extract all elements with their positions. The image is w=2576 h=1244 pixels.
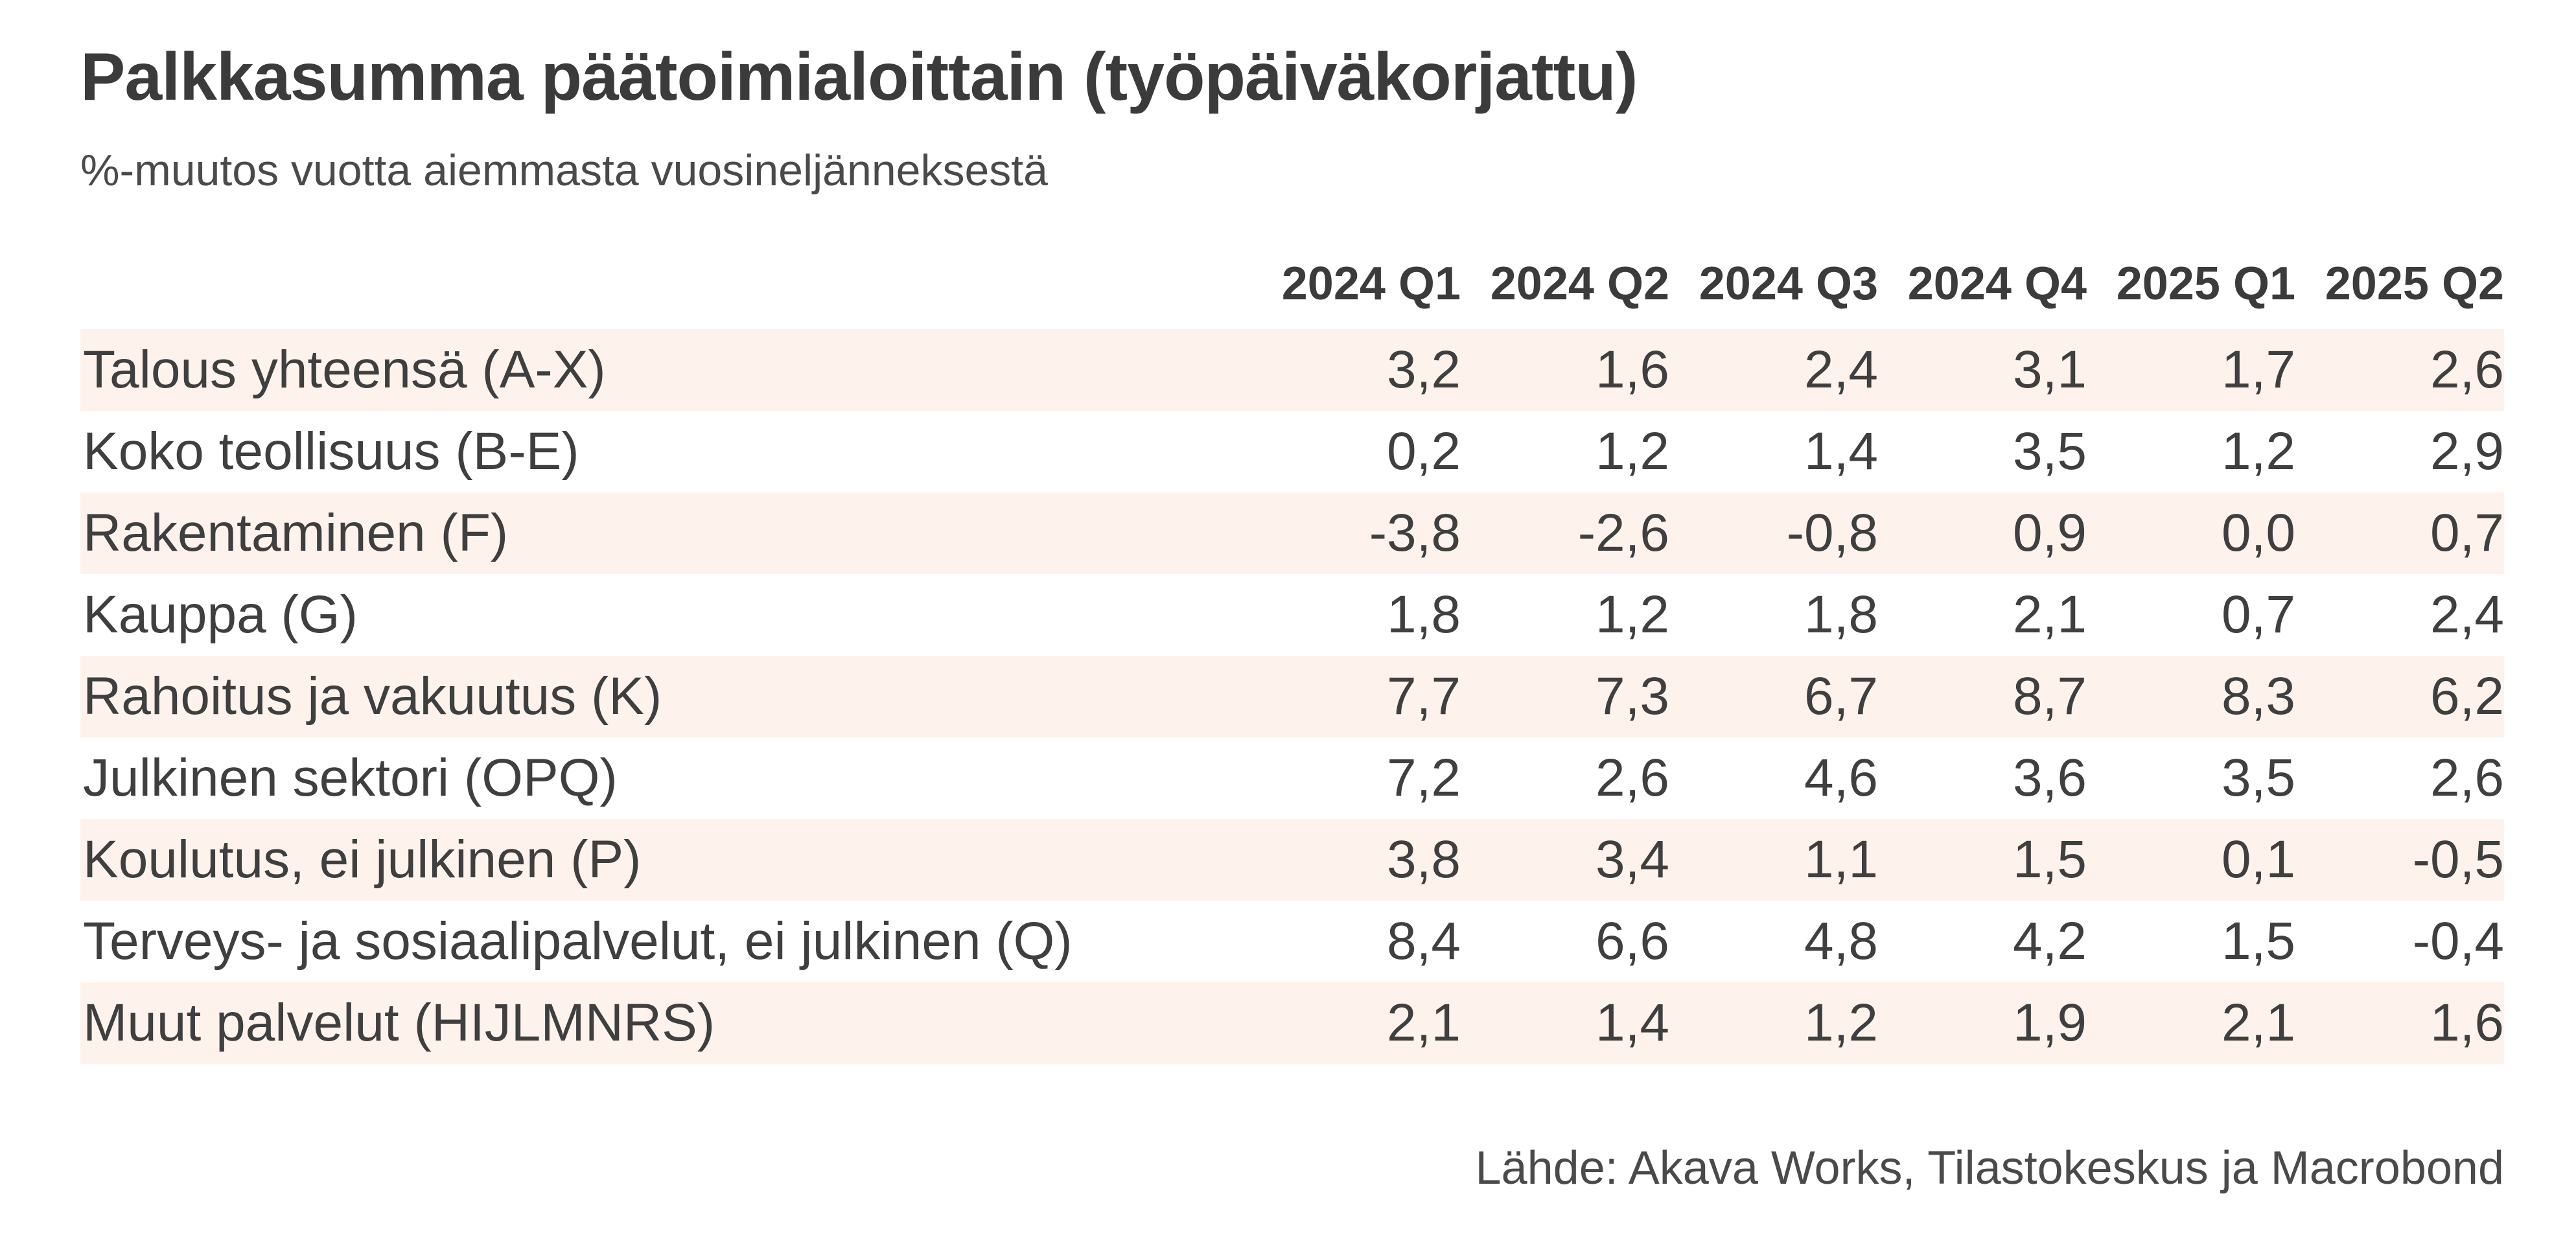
table-cell: 2,6 <box>2430 748 2504 807</box>
table-cell: 4,2 <box>2013 912 2087 971</box>
column-header: 2024 Q1 <box>1281 258 1461 310</box>
data-table: 2024 Q1 2024 Q2 2024 Q3 2024 Q4 2025 Q1 … <box>80 238 2504 1064</box>
source-note: Lähde: Akava Works, Tilastokeskus ja Mac… <box>1475 1142 2504 1194</box>
table-cell: 7,3 <box>1461 656 1669 737</box>
table-cell: 3,6 <box>2013 748 2087 807</box>
table-cell: 7,2 <box>1387 748 1461 807</box>
table-cell: 0,0 <box>2087 492 2295 574</box>
table-row: Talous yhteensä (A-X) 3,2 1,6 2,4 3,1 1,… <box>80 329 2504 411</box>
table-cell: 0,2 <box>1387 422 1461 481</box>
table-cell: 2,1 <box>2013 585 2087 644</box>
row-label: Muut palvelut (HIJLMNRS) <box>80 982 1182 1064</box>
table-cell: 0,1 <box>2087 819 2295 901</box>
table-cell: 1,2 <box>1595 422 1669 481</box>
chart-page: Palkkasumma päätoimialoittain (työpäiväk… <box>80 0 2504 1244</box>
table-row: Rahoitus ja vakuutus (K) 7,7 7,3 6,7 8,7… <box>80 656 2504 737</box>
table-cell: 2,1 <box>2087 982 2295 1064</box>
table-cell: 1,4 <box>1804 422 1878 481</box>
chart-subtitle: %-muutos vuotta aiemmasta vuosineljännek… <box>80 146 1048 195</box>
table-cell: 2,6 <box>1595 748 1669 807</box>
column-header: 2025 Q2 <box>2325 258 2504 310</box>
table-cell: 8,7 <box>1878 656 2087 737</box>
table-cell: -0,5 <box>2295 819 2504 901</box>
table-cell: 2,6 <box>2295 329 2504 411</box>
column-header: 2024 Q3 <box>1699 258 1878 310</box>
table-cell: 1,1 <box>1669 819 1878 901</box>
table-cell: 0,7 <box>2222 585 2295 644</box>
table-cell: 2,1 <box>1182 982 1461 1064</box>
column-header: 2025 Q1 <box>2116 258 2295 310</box>
table-cell: 1,2 <box>1669 982 1878 1064</box>
table-cell: 4,6 <box>1804 748 1878 807</box>
header-row: 2024 Q1 2024 Q2 2024 Q3 2024 Q4 2025 Q1 … <box>80 238 2504 329</box>
table-cell: 0,7 <box>2295 492 2504 574</box>
table-cell: 7,7 <box>1182 656 1461 737</box>
table-cell: 8,4 <box>1387 912 1461 971</box>
table-cell: 4,8 <box>1804 912 1878 971</box>
table-cell: 1,7 <box>2087 329 2295 411</box>
table-cell: 3,4 <box>1461 819 1669 901</box>
table-cell: 0,9 <box>1878 492 2087 574</box>
table-cell: 1,9 <box>1878 982 2087 1064</box>
table-cell: 1,4 <box>1461 982 1669 1064</box>
table-cell: 1,8 <box>1804 585 1878 644</box>
table-cell: 3,5 <box>2222 748 2295 807</box>
table-cell: 6,7 <box>1669 656 1878 737</box>
table-cell: -0,4 <box>2412 912 2504 971</box>
row-label: Talous yhteensä (A-X) <box>80 329 1182 411</box>
table-row: Rakentaminen (F) -3,8 -2,6 -0,8 0,9 0,0 … <box>80 492 2504 574</box>
table-cell: -0,8 <box>1669 492 1878 574</box>
column-header: 2024 Q4 <box>1907 258 2087 310</box>
table-cell: 8,3 <box>2087 656 2295 737</box>
table-cell: 1,6 <box>1461 329 1669 411</box>
row-label: Rahoitus ja vakuutus (K) <box>80 656 1182 737</box>
chart-title: Palkkasumma päätoimialoittain (työpäiväk… <box>80 40 1638 115</box>
table-cell: 1,5 <box>1878 819 2087 901</box>
table-cell: 1,2 <box>2222 422 2295 481</box>
table-cell: -3,8 <box>1182 492 1461 574</box>
table-cell: 1,6 <box>2295 982 2504 1064</box>
table-cell: 2,4 <box>1669 329 1878 411</box>
row-label: Rakentaminen (F) <box>80 492 1182 574</box>
column-header: 2024 Q2 <box>1490 258 1669 310</box>
row-label: Kauppa (G) <box>83 585 358 644</box>
table-row: Terveys- ja sosiaalipalvelut, ei julkine… <box>80 901 2504 982</box>
row-label: Julkinen sektori (OPQ) <box>83 748 618 807</box>
row-label-header <box>80 238 1182 329</box>
table-cell: 6,6 <box>1595 912 1669 971</box>
table-row: Koko teollisuus (B-E) 0,2 1,2 1,4 3,5 1,… <box>80 411 2504 492</box>
table-row: Julkinen sektori (OPQ) 7,2 2,6 4,6 3,6 3… <box>80 737 2504 819</box>
table-cell: 1,5 <box>2222 912 2295 971</box>
table-cell: 6,2 <box>2295 656 2504 737</box>
table-cell: 3,5 <box>2013 422 2087 481</box>
row-label: Koko teollisuus (B-E) <box>83 422 579 481</box>
table-cell: 3,1 <box>1878 329 2087 411</box>
table-cell: 1,8 <box>1387 585 1461 644</box>
table-cell: 2,4 <box>2430 585 2504 644</box>
table-row: Muut palvelut (HIJLMNRS) 2,1 1,4 1,2 1,9… <box>80 982 2504 1064</box>
table-cell: 3,8 <box>1182 819 1461 901</box>
row-label: Koulutus, ei julkinen (P) <box>80 819 1182 901</box>
table-cell: 3,2 <box>1182 329 1461 411</box>
table-cell: 1,2 <box>1595 585 1669 644</box>
table-row: Kauppa (G) 1,8 1,2 1,8 2,1 0,7 2,4 <box>80 574 2504 656</box>
table-row: Koulutus, ei julkinen (P) 3,8 3,4 1,1 1,… <box>80 819 2504 901</box>
table-cell: -2,6 <box>1461 492 1669 574</box>
table-cell: 2,9 <box>2430 422 2504 481</box>
row-label: Terveys- ja sosiaalipalvelut, ei julkine… <box>83 912 1073 971</box>
